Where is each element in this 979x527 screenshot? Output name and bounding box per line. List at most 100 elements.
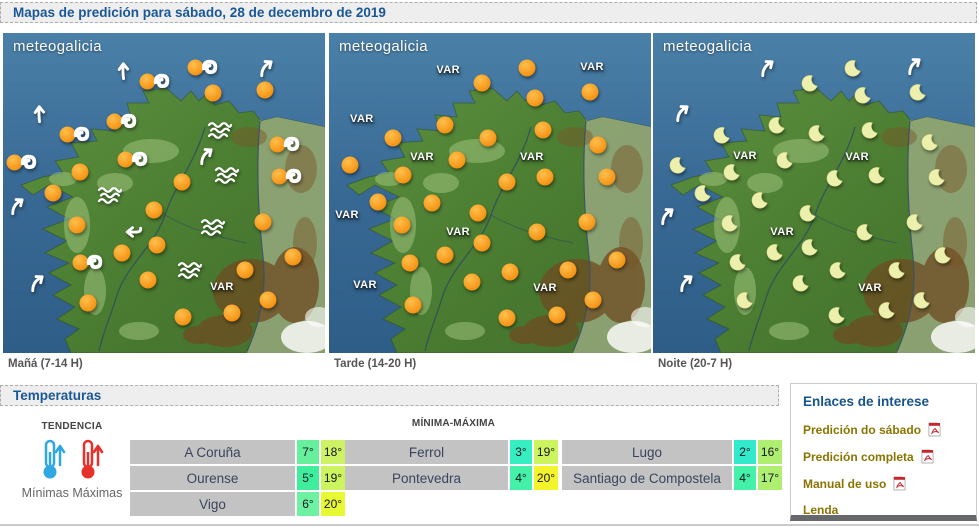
sea-waves-icon [97, 185, 123, 205]
wind-arrow-ne-icon [256, 55, 279, 78]
moon-icon [909, 82, 928, 101]
sea-waves-icon [214, 165, 240, 185]
moon-icon [855, 223, 874, 242]
map-caption-morning: Mañá (7-14 H) [8, 358, 83, 370]
sun-icon [463, 273, 481, 291]
sun-wind-gust-icon [106, 112, 138, 131]
variable-wind-label: VAR [580, 60, 604, 73]
sun-icon [204, 84, 222, 102]
sun-wind-gust-icon [117, 151, 149, 170]
sun-icon [501, 263, 519, 281]
sun-icon [559, 261, 577, 279]
min-temp-cell: 6° [297, 492, 319, 516]
forecast-map-night: VAR VAR VAR VAR meteogalicia [653, 33, 975, 353]
sun-icon [341, 156, 359, 174]
variable-wind-label: VAR [845, 151, 869, 164]
link-predici-n-completa[interactable]: Predición completa [803, 449, 964, 465]
moon-icon [912, 290, 931, 309]
sun-wind-gust-icon [269, 136, 301, 155]
min-temp-cell: 3° [510, 440, 532, 464]
moon-icon [722, 162, 741, 181]
meteogalicia-logo: meteogalicia [663, 38, 753, 55]
variable-wind-label: VAR [446, 226, 470, 239]
wind-arrow-ne-icon [756, 55, 779, 78]
sun-icon [498, 173, 516, 191]
sun-icon [498, 309, 516, 327]
sun-icon [384, 129, 402, 147]
moon-icon [767, 116, 786, 135]
moon-icon [888, 261, 907, 280]
sun-icon [284, 248, 302, 266]
sun-icon [259, 291, 277, 309]
moon-icon [766, 242, 785, 261]
moon-icon [928, 168, 947, 187]
moon-icon [827, 305, 846, 324]
meteogalicia-logo: meteogalicia [339, 38, 429, 55]
wind-arrow-ne-icon [27, 270, 50, 293]
temperature-row: Santiago de Compostela 4° 17° [562, 466, 782, 490]
sun-icon [113, 244, 131, 262]
city-cell: A Coruña [130, 440, 295, 464]
variable-wind-label: VAR [335, 209, 359, 222]
temperature-row: Ferrol 3° 19° [345, 440, 558, 464]
variable-wind-label: VAR [770, 226, 794, 239]
sun-icon [536, 168, 554, 186]
variable-wind-label: VAR [353, 279, 377, 292]
moon-icon [868, 166, 887, 185]
sun-icon [598, 168, 616, 186]
moon-icon [878, 301, 897, 320]
variable-wind-label: VAR [210, 281, 234, 294]
sun-wind-gust-icon [139, 72, 170, 91]
tendencia-legend: TENDENCIA Mínimas Máximas [16, 421, 128, 500]
sun-icon [174, 308, 192, 326]
min-temp-cell: 7° [297, 440, 319, 464]
sun-icon [436, 246, 454, 264]
forecast-map-afternoon: VAR VAR VAR VAR VAR VAR VAR VAR VAR meteogalicia [329, 33, 651, 353]
tendencia-label: TENDENCIA [41, 421, 103, 432]
maximas-label: Máximas [72, 486, 123, 500]
sun-icon [473, 74, 491, 92]
sun-icon [256, 81, 274, 99]
sea-waves-icon [207, 120, 233, 140]
city-cell: Santiago de Compostela [562, 466, 732, 490]
max-temp-cell: 16° [758, 440, 782, 464]
sun-icon [68, 216, 86, 234]
sun-icon [479, 129, 497, 147]
moon-icon [693, 184, 712, 203]
map-caption-night: Noite (20-7 H) [658, 358, 733, 370]
minmax-table-title: MÍNIMA-MÁXIMA [411, 418, 496, 429]
link-manual-de-uso[interactable]: Manual de uso [803, 476, 964, 492]
moon-icon [934, 246, 953, 265]
wind-arrow-up-icon [113, 59, 136, 82]
pdf-icon [893, 476, 906, 491]
sun-wind-gust-icon [187, 58, 218, 77]
link-predici-n-do-s-bado[interactable]: Predición do sábado [803, 422, 964, 438]
link-lenda[interactable]: Lenda [803, 503, 839, 517]
variable-wind-label: VAR [520, 151, 544, 164]
sun-wind-gust-icon [59, 126, 91, 145]
city-cell: Pontevedra [345, 466, 508, 490]
wind-arrow-up-icon [29, 102, 52, 125]
moon-icon [736, 290, 755, 309]
sun-icon [548, 306, 566, 324]
sun-icon [436, 116, 454, 134]
max-temp-cell: 18° [321, 440, 345, 464]
moon-icon [798, 204, 817, 223]
city-cell: Ourense [130, 466, 295, 490]
sun-icon [589, 136, 607, 154]
sun-icon [584, 291, 602, 309]
sun-icon [526, 89, 544, 107]
sun-icon [394, 166, 412, 184]
variable-wind-label: VAR [858, 282, 882, 295]
city-cell: Ferrol [345, 440, 508, 464]
max-temp-thermometer-icon [81, 439, 104, 479]
max-temp-cell: 20° [321, 492, 345, 516]
moon-icon [669, 156, 688, 175]
sun-icon [581, 83, 599, 101]
min-temp-cell: 5° [297, 466, 319, 490]
sun-icon [401, 254, 419, 272]
sun-wind-gust-icon [72, 254, 104, 273]
temperature-column-2: Ferrol 3° 19° Pontevedra 4° 20° [345, 440, 558, 492]
moon-icon [861, 120, 880, 139]
